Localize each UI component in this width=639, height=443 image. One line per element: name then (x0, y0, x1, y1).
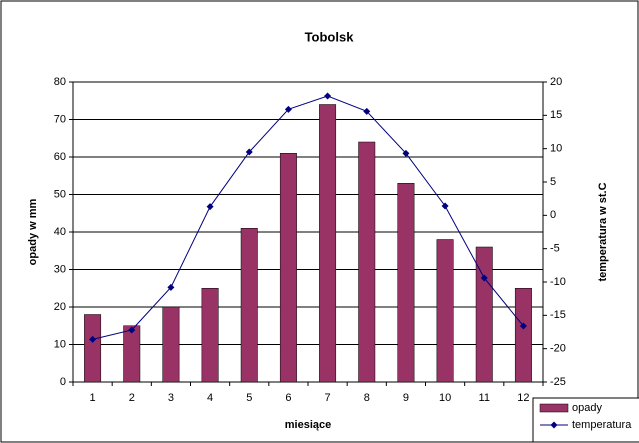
bar (319, 104, 337, 383)
bar (358, 141, 376, 383)
x-tick-label: 12 (517, 392, 529, 404)
x-tick-label: 1 (90, 392, 96, 404)
marker (441, 202, 449, 210)
y-tick-label: 70 (54, 113, 66, 125)
marker (402, 149, 410, 157)
y-tick-label: 30 (54, 263, 66, 275)
x-tick-label: 6 (285, 392, 291, 404)
marker (363, 107, 371, 115)
x-tick-label: 3 (168, 392, 174, 404)
x-axis-label: miesiące (285, 419, 331, 431)
marker (284, 105, 292, 113)
y2-tick-label: -5 (550, 243, 560, 255)
y2-tick-label: -20 (550, 343, 566, 355)
y2-tick-label: -25 (550, 376, 566, 388)
y2-tick-label: 20 (550, 76, 562, 88)
x-tick-label: 2 (129, 392, 135, 404)
x-tick-label: 10 (439, 392, 451, 404)
marker (89, 335, 97, 343)
x-tick-label: 5 (246, 392, 252, 404)
legend-swatch (539, 403, 569, 413)
marker (519, 322, 527, 330)
y-tick-label: 0 (60, 376, 66, 388)
x-tick-label: 8 (364, 392, 370, 404)
y2-tick-label: 5 (550, 176, 556, 188)
bar (123, 325, 141, 383)
legend-marker (550, 421, 558, 429)
y-tick-label: 40 (54, 226, 66, 238)
marker (206, 203, 214, 211)
bar (240, 228, 258, 383)
y2-tick-label: 10 (550, 143, 562, 155)
y2-tick-label: -10 (550, 276, 566, 288)
marker (245, 148, 253, 156)
marker (324, 92, 332, 100)
legend-label: opady (572, 402, 602, 414)
y2-axis-label: temperatura w st.C (597, 182, 609, 281)
marker (167, 283, 175, 291)
x-tick-label: 7 (325, 392, 331, 404)
y-axis-label: opady w mm (27, 198, 39, 265)
y2-tick-label: 15 (550, 109, 562, 121)
bar (475, 246, 493, 383)
bar (514, 288, 532, 383)
marker (480, 274, 488, 282)
bar (279, 153, 297, 383)
y-tick-label: 50 (54, 188, 66, 200)
bar (84, 314, 102, 383)
marker (128, 326, 136, 334)
bar (397, 183, 415, 383)
y2-tick-label: 0 (550, 209, 556, 221)
bar (201, 288, 219, 383)
line (92, 95, 524, 340)
x-tick-label: 4 (207, 392, 213, 404)
x-tick-label: 11 (479, 392, 490, 404)
x-tick-label: 9 (403, 392, 409, 404)
chart-title: Tobolsk (305, 29, 355, 44)
y-tick-label: 80 (54, 76, 66, 88)
y-tick-label: 60 (54, 151, 66, 163)
y2-tick-label: -15 (550, 309, 566, 321)
bar (162, 306, 180, 383)
y-tick-label: 10 (54, 338, 66, 350)
legend-label: temperatura (572, 419, 632, 431)
y-tick-label: 20 (54, 301, 66, 313)
bar (436, 239, 454, 383)
